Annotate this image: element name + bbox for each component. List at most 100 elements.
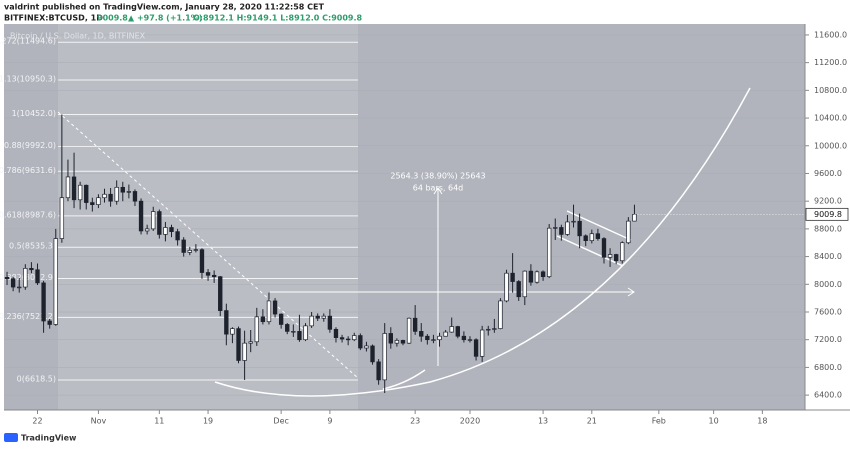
candle-body bbox=[59, 197, 65, 239]
candle-body bbox=[84, 184, 89, 203]
x-tick-label: 9 bbox=[327, 417, 332, 426]
candle-body bbox=[345, 338, 351, 341]
candle-body bbox=[120, 186, 125, 193]
candle-body bbox=[492, 328, 497, 330]
candle-body bbox=[522, 270, 527, 298]
candle-body bbox=[53, 238, 58, 325]
x-tick-label: 22 bbox=[32, 417, 42, 426]
candle-body bbox=[114, 186, 119, 202]
candle-body bbox=[571, 220, 576, 223]
candle-body bbox=[199, 249, 205, 273]
y-tick-label: 7200.0 bbox=[814, 335, 842, 344]
candle-body bbox=[461, 335, 467, 341]
candle-body bbox=[193, 249, 199, 251]
x-tick-label: Nov bbox=[91, 417, 107, 426]
y-tick-label: 11600.0 bbox=[814, 30, 847, 39]
fib-label: 1.13(10950.3) bbox=[0, 74, 56, 83]
candle-body bbox=[358, 335, 363, 349]
candle-body bbox=[327, 315, 333, 330]
y-tick-label: 10000.0 bbox=[814, 141, 847, 150]
candle-body bbox=[589, 233, 594, 242]
price: 9009.8 bbox=[97, 14, 128, 23]
candle-body bbox=[132, 191, 138, 202]
y-tick-label: 8400.0 bbox=[814, 252, 842, 261]
candle-body bbox=[236, 328, 241, 361]
candle-body bbox=[620, 242, 625, 262]
y-tick-label: 11200.0 bbox=[814, 58, 847, 67]
candle-body bbox=[71, 176, 77, 201]
fib-label: 0(6618.5) bbox=[17, 374, 56, 383]
fib-label: 1(10452.0) bbox=[12, 109, 56, 118]
candle-body bbox=[291, 331, 296, 333]
candle-body bbox=[370, 345, 375, 363]
fib-label: 1.272(11494.6) bbox=[0, 37, 56, 46]
y-tick-label: 7600.0 bbox=[814, 307, 842, 316]
ohlc: O:8912.1 H:9149.1 L:8912.0 C:9009.8 bbox=[193, 14, 363, 23]
candle-body bbox=[546, 227, 552, 278]
candle-body bbox=[41, 282, 46, 322]
candle-body bbox=[151, 211, 156, 230]
last-price-label: 9009.8 bbox=[814, 210, 842, 219]
candle-body bbox=[10, 278, 16, 288]
candle-body bbox=[467, 339, 473, 341]
candle-body bbox=[157, 211, 162, 235]
candle-body bbox=[17, 286, 22, 289]
fib-area bbox=[58, 24, 358, 410]
x-tick-label: Feb bbox=[652, 417, 666, 426]
candle-body bbox=[388, 333, 393, 344]
curve bbox=[214, 87, 751, 397]
candle-body bbox=[138, 200, 144, 232]
arrow-head bbox=[433, 187, 443, 195]
candle-body bbox=[315, 315, 320, 319]
candle-body bbox=[559, 227, 564, 235]
candle-body bbox=[613, 254, 619, 262]
y-tick-label: 8000.0 bbox=[814, 280, 842, 289]
candle-body bbox=[437, 335, 442, 341]
last-price-box bbox=[805, 207, 849, 221]
candle-body bbox=[449, 326, 454, 333]
symbol: BITFINEX:BTCUSD, 1D bbox=[4, 14, 103, 23]
candle-body bbox=[406, 317, 412, 344]
brand: TradingView bbox=[21, 434, 77, 443]
candle-body bbox=[419, 331, 424, 337]
curve bbox=[382, 369, 426, 390]
candle-body bbox=[272, 300, 278, 315]
candle-body bbox=[224, 310, 229, 335]
x-tick-label: 2020 bbox=[460, 417, 480, 426]
candle-body bbox=[553, 227, 558, 229]
candle-body bbox=[479, 329, 485, 357]
candle-body bbox=[175, 231, 180, 241]
y-tick-label: 10400.0 bbox=[814, 114, 847, 123]
candle-body bbox=[376, 361, 381, 381]
fib-label: 0.5(8535.3) bbox=[9, 242, 56, 251]
candle-body bbox=[4, 277, 10, 280]
flag-line bbox=[566, 210, 632, 241]
y-tick-label: 10800.0 bbox=[814, 86, 847, 95]
y-tick-label: 9200.0 bbox=[814, 197, 842, 206]
footer-logo: TradingView bbox=[4, 433, 77, 443]
candle-body bbox=[333, 328, 339, 338]
y-tick-label: 8800.0 bbox=[814, 224, 842, 233]
candle-body bbox=[303, 325, 308, 341]
candle-body bbox=[230, 328, 235, 335]
change: ▲ +97.8 (+1.1%) bbox=[128, 14, 202, 23]
x-tick-label: 13 bbox=[538, 417, 548, 426]
candle-body bbox=[352, 335, 357, 341]
arrow-head bbox=[627, 287, 635, 297]
candle-body bbox=[102, 193, 107, 199]
candle-body bbox=[205, 272, 211, 276]
candle-body bbox=[254, 316, 259, 343]
candle-body bbox=[23, 268, 28, 288]
candle-body bbox=[108, 193, 113, 202]
candle-body bbox=[486, 328, 491, 331]
candle-body bbox=[260, 316, 266, 323]
candle-body bbox=[266, 300, 272, 323]
candle-body bbox=[309, 315, 314, 327]
candle-body bbox=[577, 220, 582, 237]
fib-label: 0.786(9631.6) bbox=[0, 166, 56, 175]
candle-body bbox=[248, 341, 253, 344]
candle-body bbox=[473, 339, 479, 357]
candle-body bbox=[455, 326, 460, 337]
trend-line bbox=[57, 111, 359, 379]
